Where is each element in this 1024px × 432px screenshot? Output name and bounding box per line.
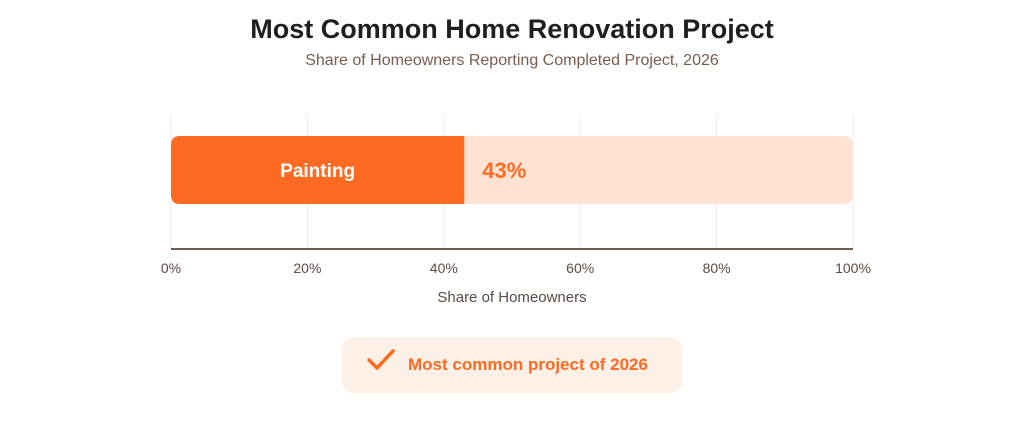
bar-painting [171, 136, 465, 204]
x-axis-title: Share of Homeowners [437, 289, 586, 306]
x-tick-label: 0% [161, 260, 181, 276]
x-tick-label: 60% [566, 260, 594, 276]
chart-subtitle: Share of Homeowners Reporting Completed … [305, 52, 719, 69]
callout-badge: Most common project of 2026 [342, 337, 682, 393]
bar-value-label: 43% [482, 158, 526, 183]
x-tick-label: 100% [835, 260, 871, 276]
x-tick-label: 20% [293, 260, 321, 276]
bar-chart: Painting 43% 0% 20% 40% 60% 80% 100% Share of Ho… [161, 114, 871, 306]
chart-title: Most Common Home Renovation Project [250, 14, 774, 44]
callout-text: Most common project of 2026 [408, 355, 648, 374]
check-icon [367, 349, 395, 370]
x-tick-label: 80% [703, 260, 731, 276]
x-tick-label: 40% [430, 260, 458, 276]
bar-category-label: Painting [280, 161, 355, 182]
